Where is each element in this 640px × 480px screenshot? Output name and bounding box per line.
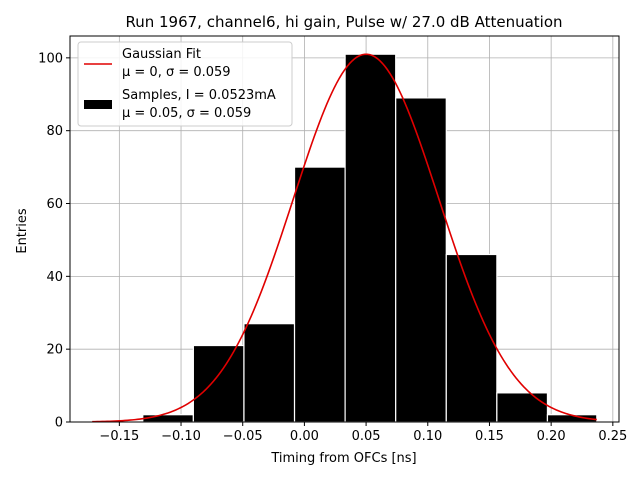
legend-samples-swatch	[84, 100, 112, 109]
histogram-bar	[243, 323, 296, 423]
x-axis-label: Timing from OFCs [ns]	[270, 451, 416, 466]
histogram-bar	[344, 53, 397, 423]
legend-fit-name: Gaussian Fit	[122, 47, 201, 62]
histogram-bar	[293, 166, 346, 423]
histogram-bar	[496, 392, 549, 423]
y-tick-label: 0	[55, 416, 63, 431]
x-tick-label: 0.15	[475, 429, 504, 444]
y-axis-label: Entries	[15, 208, 30, 254]
histogram-bar	[142, 414, 194, 423]
histogram-bar	[192, 344, 245, 423]
x-tick-label: 0.05	[352, 429, 381, 444]
legend-samples-name: Samples, I = 0.0523mA	[122, 88, 276, 103]
y-tick-label: 40	[46, 270, 63, 285]
legend: Gaussian Fit μ = 0, σ = 0.059 Samples, I…	[77, 41, 293, 127]
fit-line	[92, 53, 597, 423]
y-tick-label: 60	[46, 197, 63, 212]
y-tick-label: 20	[46, 343, 63, 358]
y-tick-label: 100	[38, 51, 63, 66]
x-tick-label: 0.20	[537, 429, 566, 444]
x-tick-label: −0.05	[223, 429, 263, 444]
plot-frame	[69, 35, 620, 423]
x-tick-label: −0.10	[161, 429, 201, 444]
legend-box	[77, 41, 293, 127]
histogram-bar	[395, 97, 447, 423]
histogram-bar	[445, 253, 498, 423]
legend-samples-stats: μ = 0.05, σ = 0.059	[122, 106, 251, 121]
x-axis: −0.15 −0.10 −0.05 0.00 0.05 0.10 0.15 0.20 0.25	[99, 422, 627, 444]
gaussian-fit-curve	[92, 53, 597, 423]
chart-title: Run 1967, channel6, hi gain, Pulse w/ 27…	[125, 13, 562, 31]
legend-fit-stats: μ = 0, σ = 0.059	[122, 65, 231, 80]
y-axis: 0 20 40 60 80 100	[38, 51, 70, 431]
x-tick-label: −0.15	[99, 429, 139, 444]
x-tick-label: 0.10	[413, 429, 442, 444]
x-tick-label: 0.25	[598, 429, 627, 444]
x-tick-label: 0.00	[290, 429, 319, 444]
y-tick-label: 80	[46, 124, 63, 139]
histogram-bars	[142, 53, 598, 423]
